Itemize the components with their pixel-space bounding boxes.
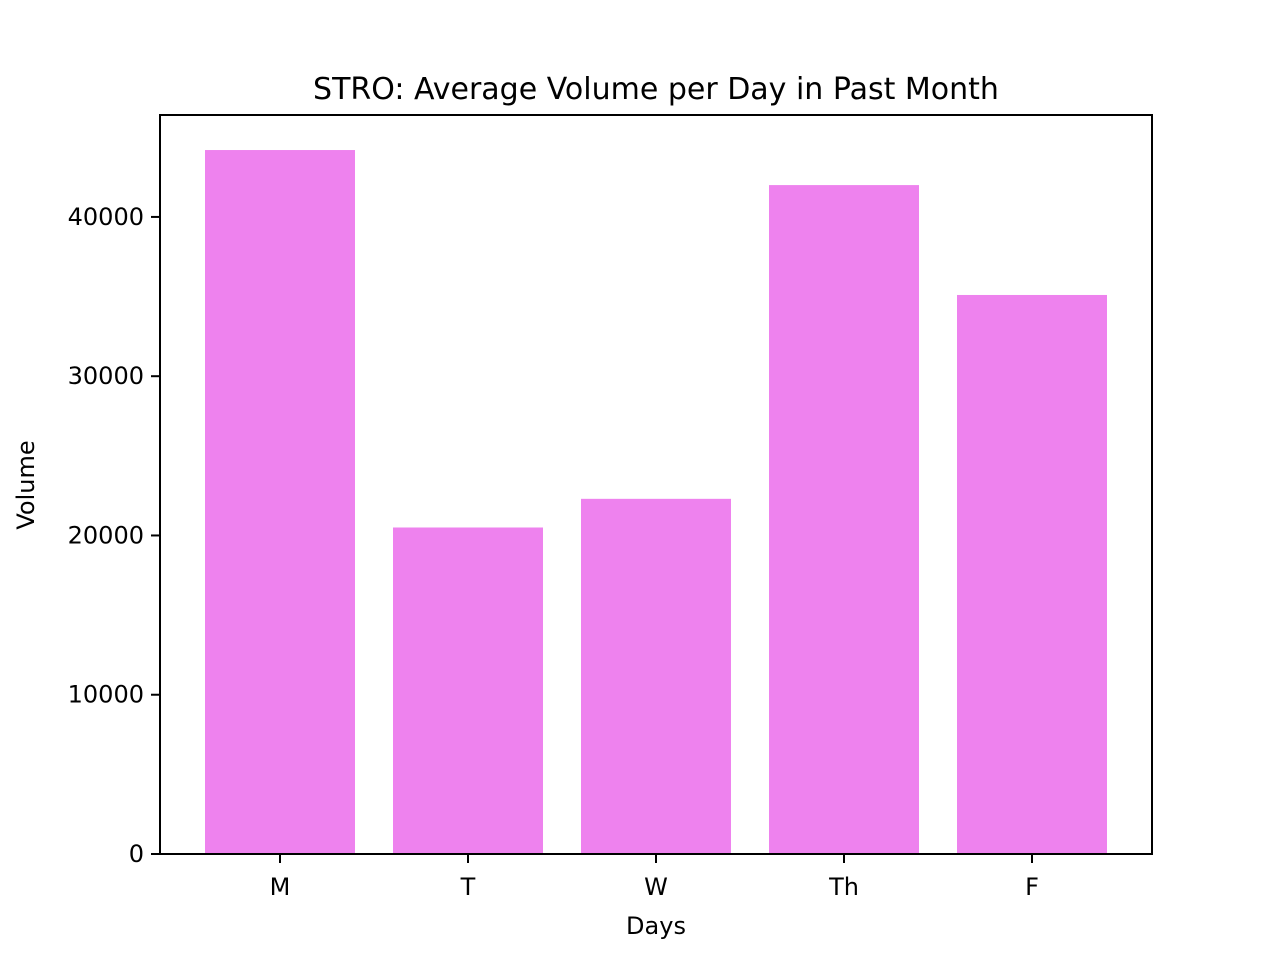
y-tick-label: 20000 xyxy=(68,521,144,549)
bar-group xyxy=(205,150,1107,855)
y-tick-label: 0 xyxy=(129,840,144,868)
x-axis-label: Days xyxy=(626,912,686,940)
bar-w xyxy=(581,498,731,854)
y-axis-label: Volume xyxy=(12,440,40,529)
x-tick-label: F xyxy=(1025,873,1039,901)
bar-th xyxy=(769,185,919,855)
y-tick-label: 30000 xyxy=(68,362,144,390)
bar-m xyxy=(205,150,355,854)
x-tick-label: M xyxy=(270,873,291,901)
y-tick-label: 10000 xyxy=(68,681,144,709)
bar-f xyxy=(957,294,1107,854)
y-tick-label: 40000 xyxy=(68,203,144,231)
x-tick-label: Th xyxy=(828,873,859,901)
bar-t xyxy=(393,527,543,854)
y-axis-ticks: 0 10000 20000 30000 40000 xyxy=(68,203,160,868)
x-tick-label: W xyxy=(644,873,668,901)
x-tick-label: T xyxy=(460,873,476,901)
x-axis-ticks: M T W Th F xyxy=(270,854,1039,901)
chart-title: STRO: Average Volume per Day in Past Mon… xyxy=(313,72,999,107)
